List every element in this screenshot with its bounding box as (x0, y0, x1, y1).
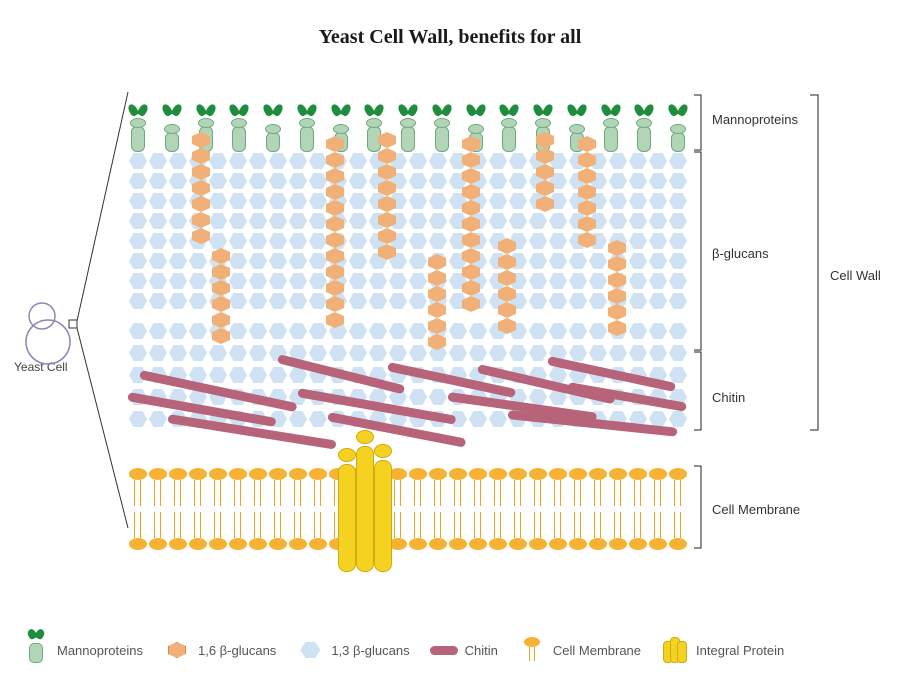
phospholipid (228, 512, 248, 550)
glucan-16-chain (326, 136, 344, 328)
glucan-16-chain (462, 136, 480, 312)
phospholipid (428, 512, 448, 550)
chitin-rod-icon (430, 636, 458, 664)
glucan-16-chain (498, 238, 516, 334)
phospholipid (628, 468, 648, 506)
legend-label: Cell Membrane (553, 643, 641, 658)
legend-label: 1,3 β-glucans (331, 643, 409, 658)
phospholipid (308, 512, 328, 550)
phospholipid (488, 468, 508, 506)
yeast-cell-icon (26, 303, 70, 364)
glucan-16-chain (192, 132, 210, 244)
phospholipid (448, 512, 468, 550)
phospholipid (508, 468, 528, 506)
callout-line-bottom (77, 328, 128, 528)
legend-item-glucan13: 1,3 β-glucans (296, 636, 409, 664)
diagram-region (128, 92, 688, 532)
glucan-16-chain (428, 254, 446, 350)
phospholipid (528, 468, 548, 506)
phospholipid (668, 468, 688, 506)
hex-blue-icon (296, 636, 324, 664)
phospholipid (468, 468, 488, 506)
integral-protein (338, 442, 394, 572)
integral-protein-icon (661, 636, 689, 664)
phospholipid (248, 468, 268, 506)
legend-label: 1,6 β-glucans (198, 643, 276, 658)
phospholipid (448, 468, 468, 506)
bracket-chitin (694, 352, 701, 430)
integral-column (374, 460, 392, 572)
legend-item-integral: Integral Protein (661, 636, 784, 664)
lipid-icon (518, 636, 546, 664)
phospholipid (668, 512, 688, 550)
glucan-16-chain (378, 132, 396, 260)
legend-item-mannoproteins: Mannoproteins (22, 636, 143, 664)
bracket-membrane (694, 466, 701, 548)
cell-membrane-layer (128, 468, 688, 552)
legend-item-chitin: Chitin (430, 636, 498, 664)
phospholipid (268, 512, 288, 550)
phospholipid (608, 512, 628, 550)
legend-label: Mannoproteins (57, 643, 143, 658)
legend-item-membrane: Cell Membrane (518, 636, 641, 664)
phospholipid (128, 512, 148, 550)
chitin-layer (128, 362, 688, 472)
phospholipid (188, 512, 208, 550)
phospholipid (588, 512, 608, 550)
phospholipid (548, 512, 568, 550)
glucan-16-chain (578, 136, 596, 248)
phospholipid (248, 512, 268, 550)
phospholipid (228, 468, 248, 506)
phospholipid (208, 468, 228, 506)
glucan-16-chain (608, 240, 626, 336)
phospholipid (168, 512, 188, 550)
callout-box (69, 320, 77, 328)
phospholipid (488, 512, 508, 550)
glucan-16-chain (536, 132, 554, 212)
bracket-cellwall-outer (810, 95, 818, 430)
phospholipid (468, 512, 488, 550)
phospholipid (648, 468, 668, 506)
legend: Mannoproteins 1,6 β-glucans 1,3 β-glucan… (22, 636, 784, 664)
phospholipid (508, 512, 528, 550)
legend-item-glucan16: 1,6 β-glucans (163, 636, 276, 664)
bracket-mannoproteins (694, 95, 701, 150)
phospholipid (408, 468, 428, 506)
phospholipid (608, 468, 628, 506)
phospholipid (288, 468, 308, 506)
phospholipid (528, 512, 548, 550)
phospholipid (308, 468, 328, 506)
legend-label: Chitin (465, 643, 498, 658)
legend-label: Integral Protein (696, 643, 784, 658)
phospholipid (648, 512, 668, 550)
integral-column (356, 446, 374, 572)
callout-line-top (77, 92, 128, 321)
phospholipid (588, 468, 608, 506)
phospholipid (148, 512, 168, 550)
phospholipid (288, 512, 308, 550)
phospholipid (268, 468, 288, 506)
bracket-glucans (694, 152, 701, 350)
glucan-16-chain (212, 248, 230, 344)
phospholipid (148, 468, 168, 506)
integral-column (338, 464, 356, 572)
mannoprotein-icon (22, 636, 50, 664)
phospholipid (168, 468, 188, 506)
phospholipid (408, 512, 428, 550)
bracket-group (694, 95, 818, 548)
phospholipid (208, 512, 228, 550)
phospholipid (548, 468, 568, 506)
phospholipid (188, 468, 208, 506)
phospholipid (628, 512, 648, 550)
phospholipid (568, 468, 588, 506)
chitin-rod (297, 388, 456, 425)
phospholipid (428, 468, 448, 506)
phospholipid (568, 512, 588, 550)
hex-orange-icon (163, 636, 191, 664)
phospholipid (128, 468, 148, 506)
